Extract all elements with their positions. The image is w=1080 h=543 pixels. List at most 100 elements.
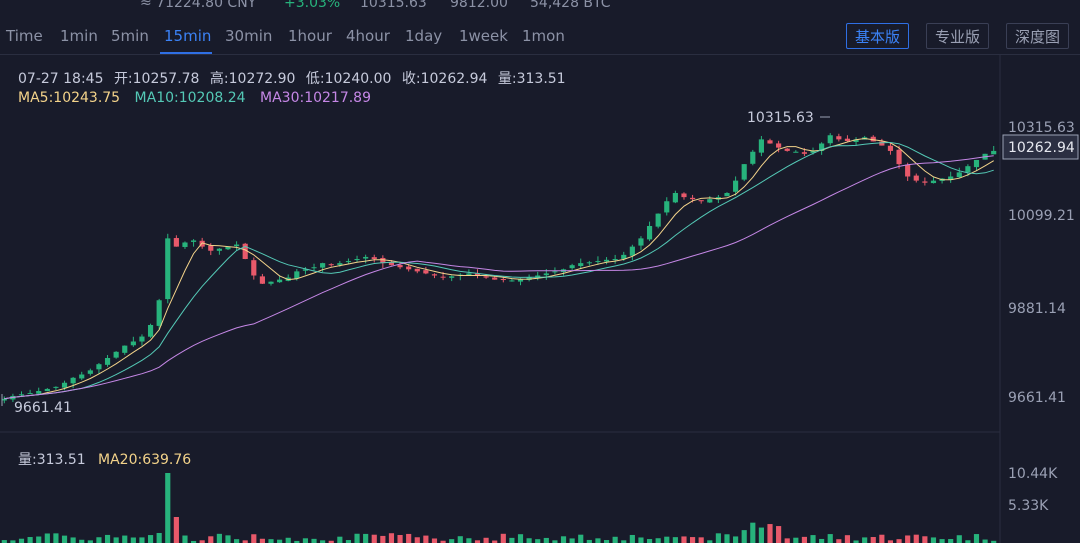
volume-bar xyxy=(371,534,377,543)
current-price-box xyxy=(1002,134,1079,160)
candle-body xyxy=(810,150,816,153)
volume-bar xyxy=(190,540,197,543)
high-24h: 10315.63 xyxy=(360,0,427,11)
price-label-1: 10315.63 xyxy=(1008,120,1075,136)
candle-body xyxy=(913,175,919,181)
ohlc-readout: 07-27 18:45 开:10257.78 高:10272.90 低:1024… xyxy=(18,68,566,88)
volume-bar xyxy=(259,538,265,543)
candle-body xyxy=(646,226,653,240)
volume-bar xyxy=(294,540,300,543)
volume-bar xyxy=(268,539,274,543)
candle-body xyxy=(96,364,102,370)
candle-body xyxy=(672,193,678,203)
volume-bar xyxy=(758,527,764,543)
tf-15min[interactable]: 15min xyxy=(164,27,212,45)
volume-bar xyxy=(406,533,412,543)
volume-bar xyxy=(741,530,747,543)
candle-body xyxy=(905,164,911,177)
active-timeframe-indicator xyxy=(160,52,212,54)
candle-body xyxy=(569,265,575,269)
volume-bar xyxy=(440,540,446,543)
volume-bar xyxy=(715,533,721,543)
depth-chart-button[interactable]: 深度图 xyxy=(1006,23,1070,49)
change-percent: +3.03% xyxy=(284,0,341,11)
tf-5min[interactable]: 5min xyxy=(111,27,149,45)
candle-body xyxy=(190,240,197,242)
basic-view-button[interactable]: 基本版 xyxy=(846,23,910,49)
volume-readout: 量:313.51 xyxy=(18,452,86,468)
tf-1day[interactable]: 1day xyxy=(405,27,443,45)
candle-body xyxy=(784,148,790,151)
pro-view-button[interactable]: 专业版 xyxy=(926,23,990,49)
candle-body xyxy=(234,244,240,247)
candle-body xyxy=(517,278,524,282)
candle-body xyxy=(681,193,687,198)
tf-1mon[interactable]: 1mon xyxy=(522,27,565,45)
volume-bar xyxy=(44,533,50,543)
candle-body xyxy=(380,257,386,264)
tf-1week[interactable]: 1week xyxy=(459,27,508,45)
candle-body xyxy=(423,270,429,274)
current-price-label: 10262.94 xyxy=(1008,140,1075,156)
tf-1hour[interactable]: 1hour xyxy=(288,27,332,45)
volume-bar xyxy=(18,538,25,543)
candle-body xyxy=(156,300,162,326)
volume-bar xyxy=(277,539,283,543)
candle-body xyxy=(79,374,85,379)
volume-bar xyxy=(173,517,179,543)
volume-bar xyxy=(948,539,954,543)
volume-bar xyxy=(767,524,773,543)
price-label-4: 9661.41 xyxy=(1008,390,1066,406)
tf-30min[interactable]: 30min xyxy=(225,27,273,45)
candle-body xyxy=(724,193,730,197)
candle-body xyxy=(165,238,171,300)
volume-bar xyxy=(474,540,481,543)
candle-body xyxy=(371,257,377,259)
candle-body xyxy=(595,261,601,263)
volume-bar xyxy=(629,534,635,543)
candlestick-chart[interactable]: 10315.63 9661.41 10315.63 10262.94 10099… xyxy=(0,54,1080,543)
tf-time[interactable]: Time xyxy=(6,27,43,45)
volume-bar xyxy=(836,539,842,543)
ma30-value: MA30:10217.89 xyxy=(260,90,371,106)
volume-bar xyxy=(681,536,687,543)
ohlc-open: 开:10257.78 xyxy=(113,71,200,87)
candle-body xyxy=(431,274,438,276)
volume-bar xyxy=(320,540,326,543)
volume-bar xyxy=(595,538,601,543)
candle-body xyxy=(827,135,833,144)
volume-bar xyxy=(578,534,584,543)
volume-bar xyxy=(543,537,549,543)
volume-bar xyxy=(535,539,541,543)
volume-bar xyxy=(199,540,205,543)
tf-4hour[interactable]: 4hour xyxy=(346,27,390,45)
candle-body xyxy=(603,259,610,262)
volume-bar xyxy=(569,538,575,543)
volume-bar xyxy=(930,537,937,543)
tf-1min[interactable]: 1min xyxy=(60,27,98,45)
volume-bar xyxy=(156,533,162,543)
candle-body xyxy=(793,151,799,153)
ohlc-high: 高:10272.90 xyxy=(209,71,296,87)
volume-bar xyxy=(113,537,119,543)
candle-body xyxy=(406,266,412,270)
candle-body xyxy=(147,325,154,337)
candle-body xyxy=(483,276,489,278)
volume-bar xyxy=(793,537,799,543)
candle-body xyxy=(139,336,145,342)
candle-body xyxy=(629,246,635,256)
candle-body xyxy=(844,138,851,142)
volume-bar xyxy=(509,537,515,543)
volume-bar xyxy=(905,535,911,543)
volume-bar xyxy=(457,536,463,543)
volume-axis-label-2: 5.33K xyxy=(1008,498,1049,514)
candle-body xyxy=(18,394,25,396)
ma30-line xyxy=(4,155,994,400)
price-label-3: 9881.14 xyxy=(1008,301,1066,317)
candle-body xyxy=(552,271,558,273)
volume-bar xyxy=(53,533,59,543)
candle-body xyxy=(836,136,842,140)
candle-body xyxy=(870,136,876,142)
candle-body xyxy=(707,199,713,203)
volume-bar xyxy=(10,540,16,543)
